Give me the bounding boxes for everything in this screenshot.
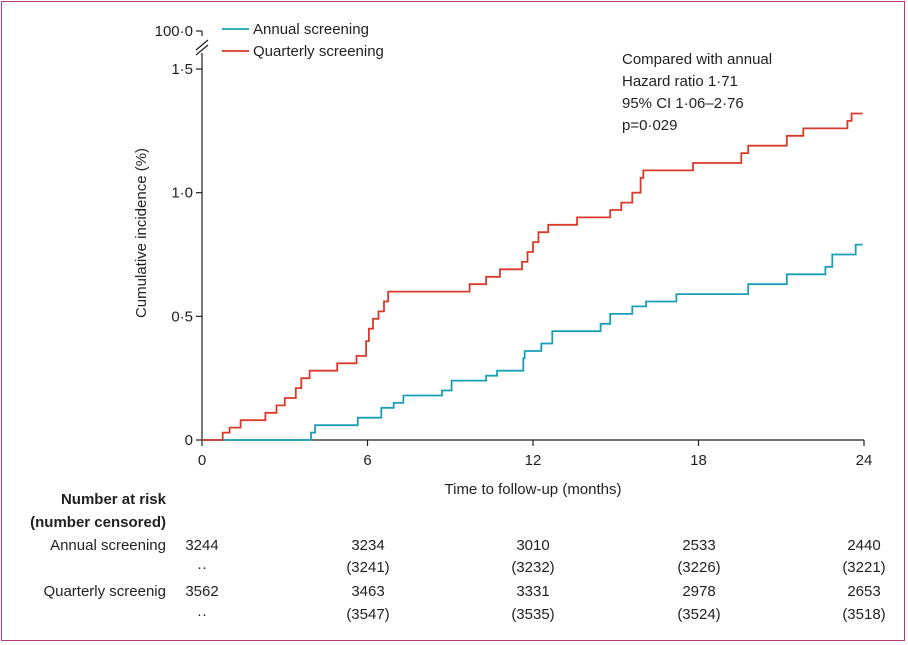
censored-count: (3547) [346, 606, 389, 623]
y-axis-label: Cumulative incidence (%) [133, 148, 150, 318]
risk-count: 3234 [351, 537, 384, 554]
risk-count: 3463 [351, 583, 384, 600]
risk-table: Number at risk (number censored) Annual … [30, 491, 886, 623]
censored-count: ·· [197, 606, 207, 623]
legend-entry: Annual screening [253, 21, 369, 38]
hazard-annotation: Compared with annual Hazard ratio 1·71 9… [622, 51, 772, 134]
risk-count: 2653 [847, 583, 880, 600]
y-tick-label: 0·5 [171, 308, 193, 325]
risk-count: 2978 [682, 583, 715, 600]
axes [195, 31, 864, 441]
annotation-line-3: 95% CI 1·06–2·76 [622, 95, 744, 112]
risk-table-cells: 3244 3234 3010 2533 2440 ·· (3241) (3232) (3226)… [185, 537, 885, 623]
risk-row-label-annual: Annual screening [50, 537, 166, 554]
censored-count: (3524) [677, 606, 720, 623]
y-tick-label: 100·0 [155, 23, 193, 40]
y-tick-label: 1·5 [171, 61, 193, 78]
risk-table-title: Number at risk [61, 491, 167, 508]
x-axis-label: Time to follow-up (months) [445, 481, 622, 498]
censored-count: (3226) [677, 559, 720, 576]
censored-count: ·· [197, 559, 207, 576]
risk-table-subtitle: (number censored) [30, 514, 166, 531]
y-axis-break-mark [195, 44, 209, 56]
risk-count: 3331 [516, 583, 549, 600]
risk-count: 2440 [847, 537, 880, 554]
censored-count: (3535) [511, 606, 554, 623]
censored-count: (3232) [511, 559, 554, 576]
x-tick-label: 6 [363, 452, 371, 469]
y-tick-label: 0 [185, 432, 193, 449]
axis-ticks: 0 6 12 18 24 0 0·5 1·0 1·5 100·0 [155, 23, 873, 469]
risk-count: 3244 [185, 537, 218, 554]
risk-count: 3562 [185, 583, 218, 600]
risk-row-label-quarterly: Quarterly screenig [43, 583, 166, 600]
risk-count: 3010 [516, 537, 549, 554]
risk-count: 2533 [682, 537, 715, 554]
annotation-line-1: Compared with annual [622, 51, 772, 68]
censored-count: (3221) [842, 559, 885, 576]
plot-lines [202, 112, 863, 441]
legend: Annual screening Quarterly screening [222, 21, 384, 60]
x-tick-label: 0 [198, 452, 206, 469]
y-axis-break-mark [195, 39, 209, 51]
y-tick-label: 1·0 [171, 185, 193, 202]
x-tick-label: 18 [690, 452, 707, 469]
censored-count: (3518) [842, 606, 885, 623]
series-line-annual [202, 243, 863, 441]
series-line-quarterly [202, 112, 863, 441]
censored-count: (3241) [346, 559, 389, 576]
annotation-line-2: Hazard ratio 1·71 [622, 73, 738, 90]
x-tick-label: 12 [525, 452, 542, 469]
legend-entry: Quarterly screening [253, 43, 384, 60]
x-tick-label: 24 [856, 452, 873, 469]
annotation-line-4: p=0·029 [622, 117, 677, 134]
